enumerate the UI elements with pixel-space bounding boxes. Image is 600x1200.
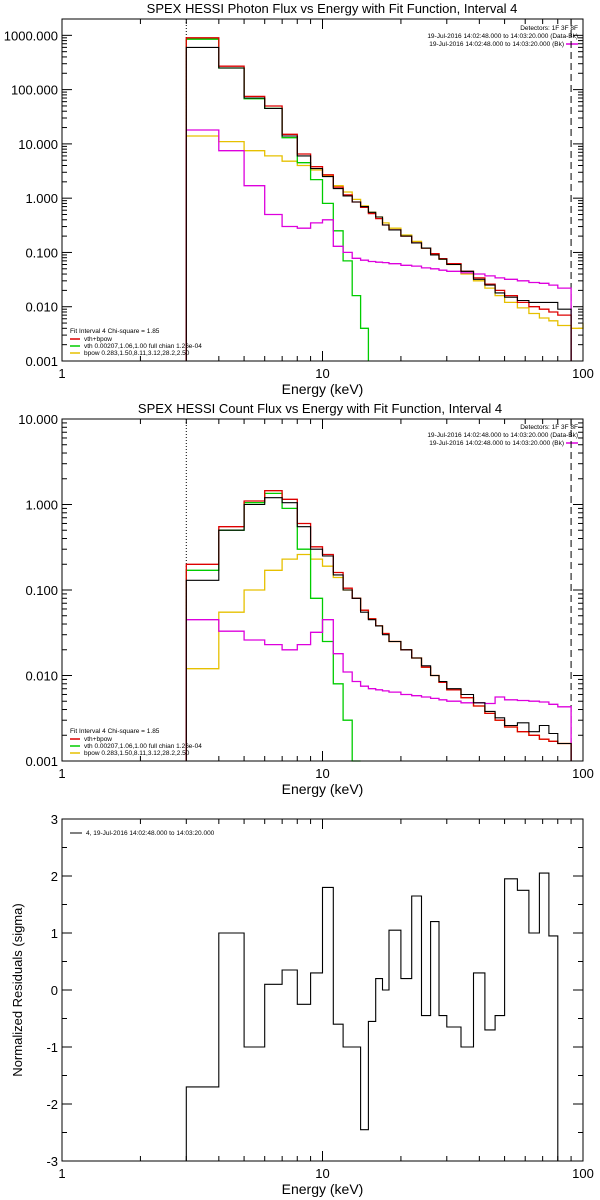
series-bpow (185, 553, 572, 761)
legend-bpow-label: bpow 0.283,1.50,8.11,3.12,28.2,2.50 (84, 750, 190, 757)
header-block: Detectors: 1F 3F 8F 19-Jul-2016 14:02:48… (427, 25, 578, 48)
x-axis-label: Energy (keV) (282, 1181, 364, 1197)
x-tick-label: 1 (58, 1166, 65, 1181)
y-tick-label: 1 (51, 926, 58, 941)
chart-title: SPEX HESSI Photon Flux vs Energy with Fi… (147, 1, 518, 16)
legend-bpow-label: bpow 0.283,1.50,8.11,3.12,28.2,2.50 (84, 350, 190, 357)
residuals-panel: 4, 19-Jul-2016 14:02:48.000 to 14:03:20.… (10, 812, 594, 1197)
x-tick-label: 1 (58, 766, 65, 781)
header-line: 19-Jul-2016 14:02:48.000 to 14:03:20.000… (429, 440, 564, 447)
series-bk (185, 619, 572, 761)
y-tick-label: 10.000 (18, 137, 58, 152)
header-line: Detectors: 1F 3F 8F (520, 25, 578, 32)
fit-label: Fit Interval 4 Chi-square = 1.85 (70, 728, 160, 735)
plot-frame (61, 18, 584, 362)
chart-title: SPEX HESSI Count Flux vs Energy with Fit… (138, 401, 502, 416)
x-tick-label: 10 (315, 766, 329, 781)
fit-legend: Fit Interval 4 Chi-square = 1.85 vth+bpo… (70, 328, 202, 357)
fit-legend: Fit Interval 4 Chi-square = 1.85 vth+bpo… (70, 728, 202, 757)
count-flux-panel: SPEX HESSI Count Flux vs Energy with Fit… (18, 401, 594, 797)
y-tick-label: 3 (51, 812, 58, 827)
legend-vth-label: vth 0.00207,1.06,1.00 full chian 1.26e-0… (84, 743, 202, 750)
y-tick-label: 0.001 (25, 354, 58, 369)
x-axis-label: Energy (keV) (282, 381, 364, 397)
series-data (185, 872, 572, 1162)
photon-flux-panel: SPEX HESSI Photon Flux vs Energy with Fi… (4, 1, 594, 397)
x-tick-label: 10 (315, 1166, 329, 1181)
y-tick-label: 1.000 (25, 498, 58, 513)
header-line: 19-Jul-2016 14:02:48.000 to 14:03:20.000… (429, 41, 564, 48)
y-tick-label: 0.010 (25, 669, 58, 684)
y-tick-label: 1000.000 (4, 28, 58, 43)
y-tick-label: 10.000 (18, 412, 58, 427)
y-axis-label: Normalized Residuals (sigma) (10, 903, 25, 1076)
y-tick-label: 1.000 (25, 191, 58, 206)
fit-label: Fit Interval 4 Chi-square = 1.85 (70, 328, 160, 335)
plot-frame (61, 418, 584, 762)
y-tick-label: 0 (51, 983, 58, 998)
x-tick-label: 100 (572, 366, 594, 381)
y-tick-label: 0.100 (25, 583, 58, 598)
series-bk (185, 129, 572, 361)
residuals-legend: 4, 19-Jul-2016 14:02:48.000 to 14:03:20.… (70, 830, 215, 837)
x-tick-label: 100 (572, 766, 594, 781)
header-line: 19-Jul-2016 14:02:48.000 to 14:03:20.000… (427, 33, 578, 40)
y-tick-label: -1 (46, 1040, 58, 1055)
plot-frame (61, 818, 584, 1162)
header-line: 19-Jul-2016 14:02:48.000 to 14:03:20.000… (427, 432, 578, 439)
legend-vth-label: vth 0.00207,1.06,1.00 full chian 1.26e-0… (84, 343, 202, 350)
y-tick-label: 2 (51, 869, 58, 884)
series-vth (185, 492, 361, 762)
y-tick-label: 0.100 (25, 245, 58, 260)
y-tick-label: -2 (46, 1097, 58, 1112)
y-tick-label: 0.001 (25, 754, 58, 769)
x-axis-label: Energy (keV) (282, 781, 364, 797)
y-tick-label: 100.000 (11, 83, 58, 98)
y-tick-label: 0.010 (25, 300, 58, 315)
series-data (185, 497, 572, 761)
series-data (185, 46, 572, 361)
legend-total-label: vth+bpow (84, 336, 112, 343)
series-vth (185, 38, 370, 361)
x-tick-label: 100 (572, 1166, 594, 1181)
legend-total-label: vth+bpow (84, 736, 112, 743)
header-line: Detectors: 1F 3F 8F (520, 424, 578, 431)
series-bpow (185, 135, 584, 361)
header-block: Detectors: 1F 3F 8F 19-Jul-2016 14:02:48… (427, 424, 578, 447)
x-tick-label: 1 (58, 366, 65, 381)
legend-label: 4, 19-Jul-2016 14:02:48.000 to 14:03:20.… (86, 830, 215, 837)
y-tick-label: -3 (46, 1154, 58, 1169)
x-tick-label: 10 (315, 366, 329, 381)
